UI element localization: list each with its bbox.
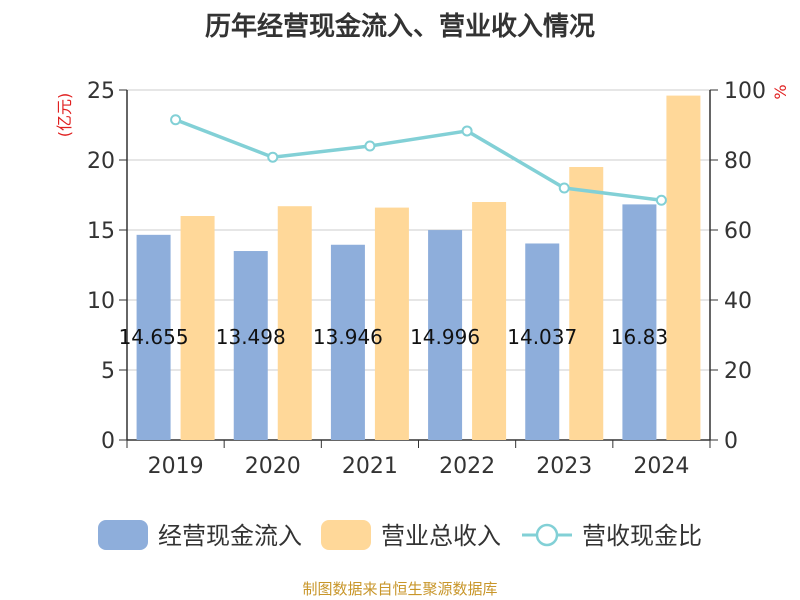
data-label-cash-inflow: 13.498: [216, 325, 286, 349]
data-label-cash-inflow: 14.037: [507, 325, 577, 349]
bar-total-revenue: [374, 207, 409, 440]
bar-cash-inflow: [525, 243, 560, 440]
line-point: [558, 182, 570, 194]
bar-total-revenue: [472, 202, 507, 440]
legend-label-revenue-cash-ratio: 营收现金比: [582, 522, 702, 550]
x-tick-label: 2023: [536, 454, 592, 479]
bar-total-revenue: [277, 206, 312, 440]
legend-swatch-total-revenue: [321, 520, 371, 550]
x-tick-label: 2024: [633, 454, 689, 479]
legend-swatch-cash-inflow: [98, 520, 148, 550]
line-point: [364, 140, 376, 152]
y-right-tick-label: 40: [724, 289, 752, 314]
bar-cash-inflow: [233, 251, 268, 440]
x-tick-label: 2020: [245, 454, 301, 479]
y-right-axis-label: %: [771, 84, 790, 99]
bar-total-revenue: [180, 216, 215, 440]
line-point: [655, 194, 667, 206]
bar-total-revenue: [666, 95, 701, 440]
data-label-cash-inflow: 13.946: [313, 325, 383, 349]
y-right-tick-label: 0: [724, 429, 738, 454]
bar-cash-inflow: [330, 244, 365, 440]
y-left-tick-label: 5: [101, 359, 115, 384]
y-right-tick-label: 100: [724, 79, 766, 104]
data-label-cash-inflow: 16.83: [611, 325, 668, 349]
legend-swatch-marker: [535, 523, 559, 547]
y-left-tick-label: 25: [87, 79, 115, 104]
y-left-tick-label: 20: [87, 149, 115, 174]
x-tick-label: 2022: [439, 454, 495, 479]
y-right-tick-label: 20: [724, 359, 752, 384]
bar-cash-inflow: [136, 234, 171, 440]
y-left-tick-label: 0: [101, 429, 115, 454]
legend-label-cash-inflow: 经营现金流入: [158, 522, 302, 550]
line-revenue-cash-ratio: [174, 118, 662, 202]
x-tick-label: 2021: [342, 454, 398, 479]
bar-total-revenue: [569, 167, 604, 440]
y-right-tick-label: 60: [724, 219, 752, 244]
x-tick-label: 2019: [148, 454, 204, 479]
source-note: 制图数据来自恒生聚源数据库: [302, 580, 498, 598]
line-point: [461, 125, 473, 137]
y-left-tick-label: 10: [87, 289, 115, 314]
y-left-axis-label: (亿元): [55, 93, 74, 138]
bar-cash-inflow: [428, 230, 463, 440]
legend-label-total-revenue: 营业总收入: [381, 522, 501, 550]
line-point: [170, 114, 182, 126]
y-left-tick-label: 15: [87, 219, 115, 244]
bar-cash-inflow: [622, 204, 657, 440]
y-right-tick-label: 80: [724, 149, 752, 174]
line-point: [267, 151, 279, 163]
chart-title: 历年经营现金流入、营业收入情况: [204, 12, 595, 42]
data-label-cash-inflow: 14.655: [119, 325, 189, 349]
data-label-cash-inflow: 14.996: [410, 325, 480, 349]
